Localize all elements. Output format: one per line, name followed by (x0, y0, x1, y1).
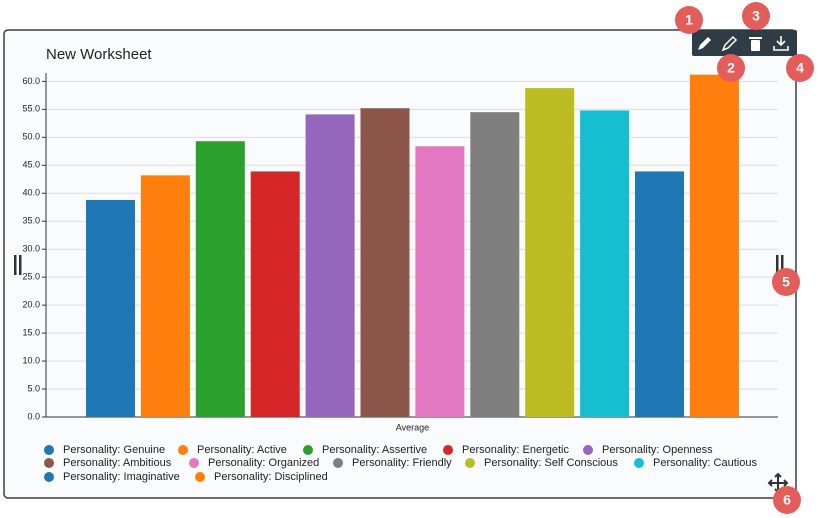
legend-item: Personality: Assertive (303, 444, 427, 456)
y-tick-label: 10.0 (22, 355, 40, 365)
legend-swatch (44, 472, 54, 482)
bar (195, 141, 245, 417)
bar (140, 175, 190, 417)
legend-swatch (195, 472, 205, 482)
toolbar-bg (692, 30, 797, 56)
delete-button[interactable] (749, 37, 762, 51)
legend-swatch (443, 445, 453, 455)
legend-item: Personality: Self Conscious (465, 457, 618, 469)
bar (580, 110, 630, 417)
bar (415, 146, 465, 418)
y-tick-label: 50.0 (22, 132, 40, 142)
callout-badge (786, 54, 814, 82)
rename-button[interactable] (721, 35, 738, 52)
legend-label: Personality: Energetic (462, 444, 569, 456)
legend-label: Personality: Openness (602, 444, 713, 456)
legend-label: Personality: Assertive (322, 444, 427, 456)
y-tick-label: 30.0 (22, 244, 40, 254)
bar (250, 171, 300, 417)
legend-item: Personality: Cautious (634, 457, 757, 469)
callout-number: 4 (796, 60, 804, 76)
legend-label: Personality: Self Conscious (484, 457, 618, 469)
bar (86, 199, 135, 417)
legend-swatch (44, 458, 54, 468)
legend-swatch (303, 445, 313, 455)
legend-item: Personality: Disciplined (195, 471, 328, 483)
bar (470, 112, 520, 417)
legend-item: Personality: Organized (189, 457, 319, 469)
legend-swatch (333, 458, 343, 468)
bar (360, 108, 410, 418)
edit-button[interactable] (698, 37, 711, 50)
bar (525, 88, 575, 417)
legend-item: Personality: Energetic (443, 444, 569, 456)
legend-label: Personality: Disciplined (214, 471, 328, 483)
legend-label: Personality: Ambitious (63, 457, 172, 469)
legend-swatch (634, 458, 644, 468)
callout-number: 3 (752, 8, 760, 24)
legend-swatch (178, 445, 188, 455)
callout-number: 2 (727, 60, 735, 76)
bar (635, 171, 684, 417)
resize-handle-left[interactable] (14, 255, 22, 275)
callout-badge (675, 6, 703, 34)
resize-handle-right[interactable] (776, 255, 784, 275)
y-tick-label: 0.0 (27, 411, 40, 421)
legend-item: Personality: Openness (583, 444, 713, 456)
y-tick-label: 25.0 (22, 272, 40, 282)
x-tick-label: Average (396, 422, 429, 432)
callout-number: 6 (783, 492, 791, 508)
callout-badge (742, 2, 770, 30)
callout-badge (773, 486, 801, 514)
toolbar (692, 30, 797, 56)
y-tick-label: 60.0 (22, 76, 40, 86)
legend-item: Personality: Active (178, 444, 287, 456)
callout-badge (772, 268, 800, 296)
legend-swatch (465, 458, 475, 468)
legend-label: Personality: Cautious (653, 457, 757, 469)
bar (689, 74, 739, 418)
legend-label: Personality: Active (197, 444, 287, 456)
legend-label: Personality: Friendly (352, 457, 452, 469)
y-tick-label: 35.0 (22, 216, 40, 226)
legend-item: Personality: Ambitious (44, 457, 172, 469)
y-tick-label: 55.0 (22, 104, 40, 114)
y-tick-label: 40.0 (22, 188, 40, 198)
callout-badge (717, 54, 745, 82)
y-tick-label: 15.0 (22, 327, 40, 337)
download-button[interactable] (773, 36, 789, 51)
y-tick-label: 20.0 (22, 300, 40, 310)
legend-swatch (189, 458, 199, 468)
legend-item: Personality: Genuine (44, 444, 165, 456)
y-tick-label: 45.0 (22, 160, 40, 170)
legend-label: Personality: Organized (208, 457, 319, 469)
legend-label: Personality: Imaginative (63, 471, 180, 483)
y-tick-label: 5.0 (27, 383, 40, 393)
legend-swatch (583, 445, 593, 455)
callout-number: 5 (782, 274, 790, 290)
bar (305, 114, 355, 417)
legend-swatch (44, 445, 54, 455)
legend-label: Personality: Genuine (63, 444, 165, 456)
legend-item: Personality: Imaginative (44, 471, 180, 483)
chart-title: New Worksheet (46, 46, 152, 63)
legend-item: Personality: Friendly (333, 457, 452, 469)
callout-number: 1 (685, 12, 693, 28)
